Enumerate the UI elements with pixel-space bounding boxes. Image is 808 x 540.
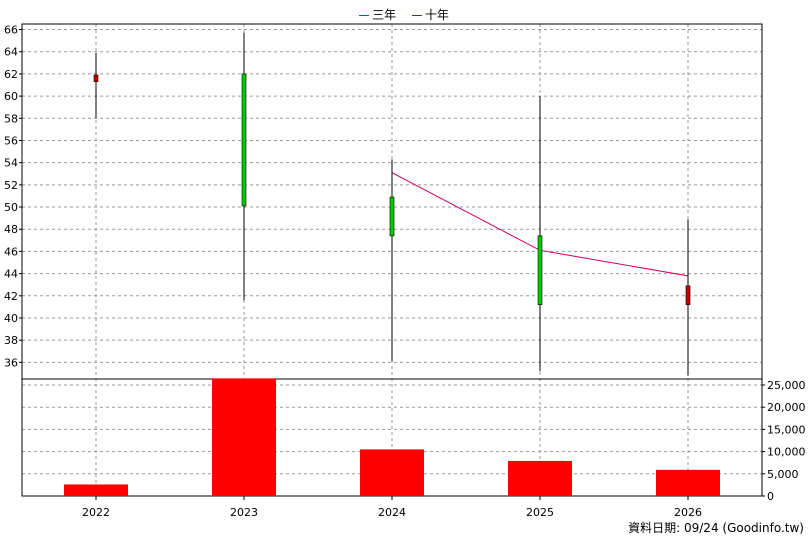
candle-body [389, 196, 395, 237]
price-ytick-label: 52 [4, 179, 18, 192]
volume-ytick-label: 5,000 [767, 468, 799, 481]
price-ytick-label: 56 [4, 134, 18, 147]
legend-label-three-year: 三年 [372, 8, 397, 22]
price-ytick-label: 46 [4, 245, 18, 258]
volume-bar [508, 460, 572, 496]
volume-ytick-label: 25,000 [767, 379, 806, 392]
price-ytick-label: 48 [4, 223, 18, 236]
price-ytick-label: 38 [4, 334, 18, 347]
volume-ytick-label: 20,000 [767, 401, 806, 414]
price-ytick-label: 64 [4, 46, 18, 59]
legend-swatch-three-year [359, 15, 370, 16]
legend-item-ten-year: 十年 [411, 6, 449, 23]
volume-ytick-label: 0 [767, 490, 774, 503]
legend-swatch-ten-year [411, 15, 422, 16]
price-ytick-label: 42 [4, 290, 18, 303]
xtick-label: 2024 [378, 506, 406, 519]
legend-item-three-year: 三年 [359, 6, 396, 23]
candle-body [241, 73, 247, 207]
price-ytick-label: 58 [4, 112, 18, 125]
volume-ytick-label: 10,000 [767, 446, 806, 459]
volume-bar [212, 378, 276, 496]
price-ytick-label: 50 [4, 201, 18, 214]
volume-bar [64, 484, 128, 496]
legend: 三年 十年 [0, 6, 808, 23]
volume-ytick-label: 15,000 [767, 423, 806, 436]
volume-bar [656, 469, 720, 496]
xtick-label: 2022 [82, 506, 110, 519]
candle-body [537, 235, 543, 305]
candle-body [93, 74, 99, 82]
legend-label-ten-year: 十年 [424, 8, 449, 22]
xtick-label: 2025 [526, 506, 554, 519]
price-ytick-label: 62 [4, 68, 18, 81]
price-ytick-label: 54 [4, 157, 18, 170]
price-ytick-label: 60 [4, 90, 18, 103]
xtick-label: 2026 [674, 506, 702, 519]
price-ytick-label: 40 [4, 312, 18, 325]
price-ytick-label: 66 [4, 24, 18, 37]
price-ytick-label: 44 [4, 268, 18, 281]
volume-bar [360, 449, 424, 496]
source-note: 資料日期: 09/24 (Goodinfo.tw) [628, 521, 804, 535]
xtick-label: 2023 [230, 506, 258, 519]
candle-body [685, 285, 691, 305]
price-ytick-label: 36 [4, 356, 18, 369]
